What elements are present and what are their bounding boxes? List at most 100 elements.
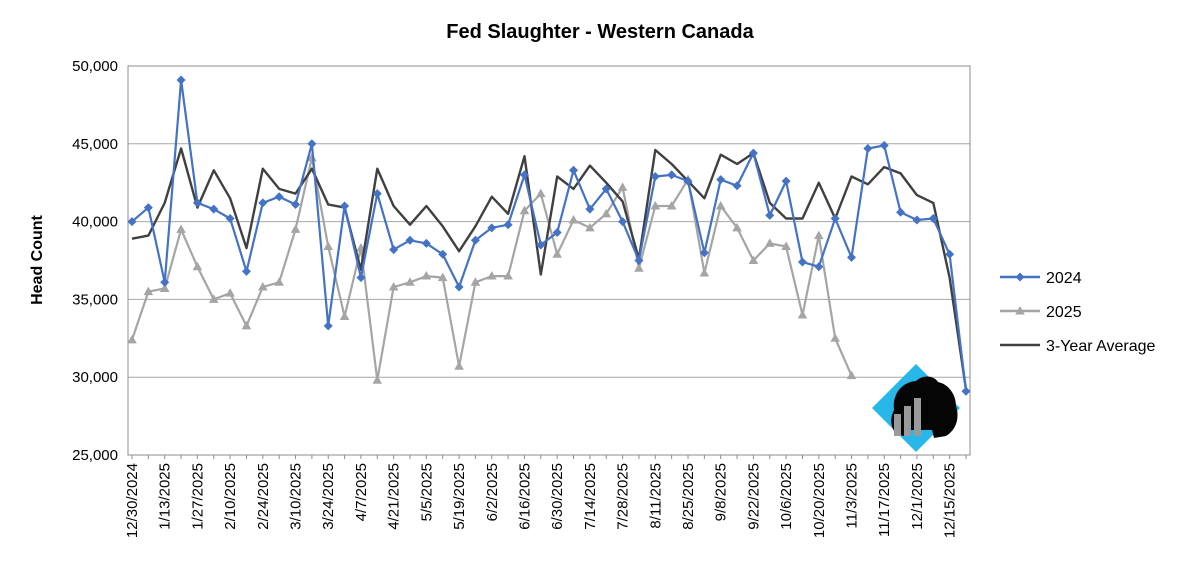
data-point — [356, 273, 366, 283]
data-point — [258, 281, 268, 291]
series-line — [131, 147, 968, 390]
data-point — [127, 217, 137, 227]
data-point — [405, 277, 415, 286]
data-point — [634, 256, 644, 265]
data-point — [503, 220, 513, 230]
x-tick-label: 8/25/2025 — [680, 463, 697, 530]
data-point — [159, 283, 170, 293]
data-point — [748, 148, 758, 158]
series-layer — [127, 75, 971, 396]
series-line — [130, 156, 853, 382]
x-tick-label: 8/11/2025 — [647, 463, 664, 529]
data-point — [797, 257, 807, 267]
x-tick-label: 5/5/2025 — [418, 463, 435, 521]
gridlines — [128, 143, 970, 378]
data-point — [667, 170, 677, 180]
data-point — [814, 230, 824, 240]
data-point — [765, 210, 775, 220]
data-point — [896, 207, 906, 217]
y-tick-label: 50,000 — [72, 58, 118, 75]
data-point — [748, 255, 759, 264]
legend-marker — [1015, 306, 1025, 315]
data-point — [389, 245, 399, 255]
data-point — [421, 238, 431, 248]
data-point — [323, 241, 334, 250]
legend-item: 3-Year Average — [1000, 338, 1156, 355]
data-point — [176, 75, 186, 85]
x-tick-label: 3/24/2025 — [320, 463, 337, 530]
data-point — [192, 261, 203, 271]
legend-label: 2025 — [1046, 304, 1082, 321]
data-point — [863, 143, 873, 153]
data-point — [519, 205, 530, 215]
data-point — [487, 223, 497, 233]
x-tick-label: 7/28/2025 — [615, 463, 632, 530]
legend-item: 2025 — [1000, 304, 1082, 321]
data-point — [470, 277, 481, 286]
data-point — [503, 271, 513, 280]
data-point — [307, 139, 317, 149]
x-tick-label: 9/22/2025 — [745, 463, 762, 530]
x-tick-label: 1/27/2025 — [189, 463, 206, 530]
series-line — [131, 78, 968, 392]
data-point — [568, 215, 579, 224]
data-point — [454, 361, 464, 370]
y-tick-label: 30,000 — [72, 369, 118, 386]
data-point — [291, 199, 301, 209]
brand-logo-icon — [872, 364, 960, 452]
x-tick-label: 12/15/2025 — [942, 463, 959, 538]
data-point — [241, 266, 251, 276]
data-point — [732, 222, 742, 232]
y-axis-label: Head Count — [29, 214, 46, 304]
x-tick-label: 1/13/2025 — [157, 463, 174, 530]
x-tick-label: 6/16/2025 — [516, 463, 533, 530]
data-point — [143, 203, 153, 213]
x-tick-label: 10/20/2025 — [811, 463, 828, 538]
data-point — [405, 235, 415, 245]
data-point — [634, 263, 644, 272]
data-point — [847, 252, 857, 262]
x-tick-label: 10/6/2025 — [778, 463, 795, 530]
x-tick-label: 2/24/2025 — [255, 463, 272, 530]
data-point — [160, 277, 170, 287]
data-point — [781, 176, 791, 186]
x-tick-label: 4/7/2025 — [353, 463, 370, 521]
data-point — [617, 182, 628, 191]
data-point — [208, 294, 219, 303]
y-tick-label: 25,000 — [72, 447, 118, 464]
data-point — [388, 281, 399, 291]
data-point — [290, 224, 301, 233]
x-tick-label: 12/30/2024 — [124, 463, 141, 538]
data-point — [372, 375, 383, 384]
data-point — [241, 320, 252, 330]
data-point — [372, 189, 382, 199]
data-point — [715, 201, 726, 210]
x-tick-label: 11/3/2025 — [844, 463, 861, 529]
data-point — [928, 213, 938, 223]
data-point — [437, 272, 448, 282]
data-point — [830, 333, 840, 342]
y-tick-label: 40,000 — [72, 214, 118, 231]
y-tick-label: 45,000 — [72, 136, 118, 153]
data-point — [650, 201, 661, 210]
data-point — [519, 170, 529, 180]
plot-area-frame — [127, 65, 971, 456]
x-tick-label: 2/10/2025 — [222, 463, 239, 530]
data-point — [814, 262, 824, 272]
data-point — [143, 286, 154, 296]
data-point — [585, 222, 595, 232]
data-point — [209, 204, 219, 214]
data-point — [339, 311, 350, 321]
data-point — [912, 215, 922, 225]
x-tick-label: 12/1/2025 — [909, 463, 926, 530]
data-point — [274, 192, 284, 202]
data-point — [470, 235, 480, 245]
data-point — [716, 175, 726, 185]
x-tick-label: 7/14/2025 — [582, 463, 599, 530]
data-point — [764, 238, 775, 247]
data-point — [552, 249, 562, 258]
data-point — [323, 321, 333, 331]
data-point — [830, 213, 840, 223]
data-point — [650, 171, 660, 181]
data-point — [699, 267, 710, 277]
